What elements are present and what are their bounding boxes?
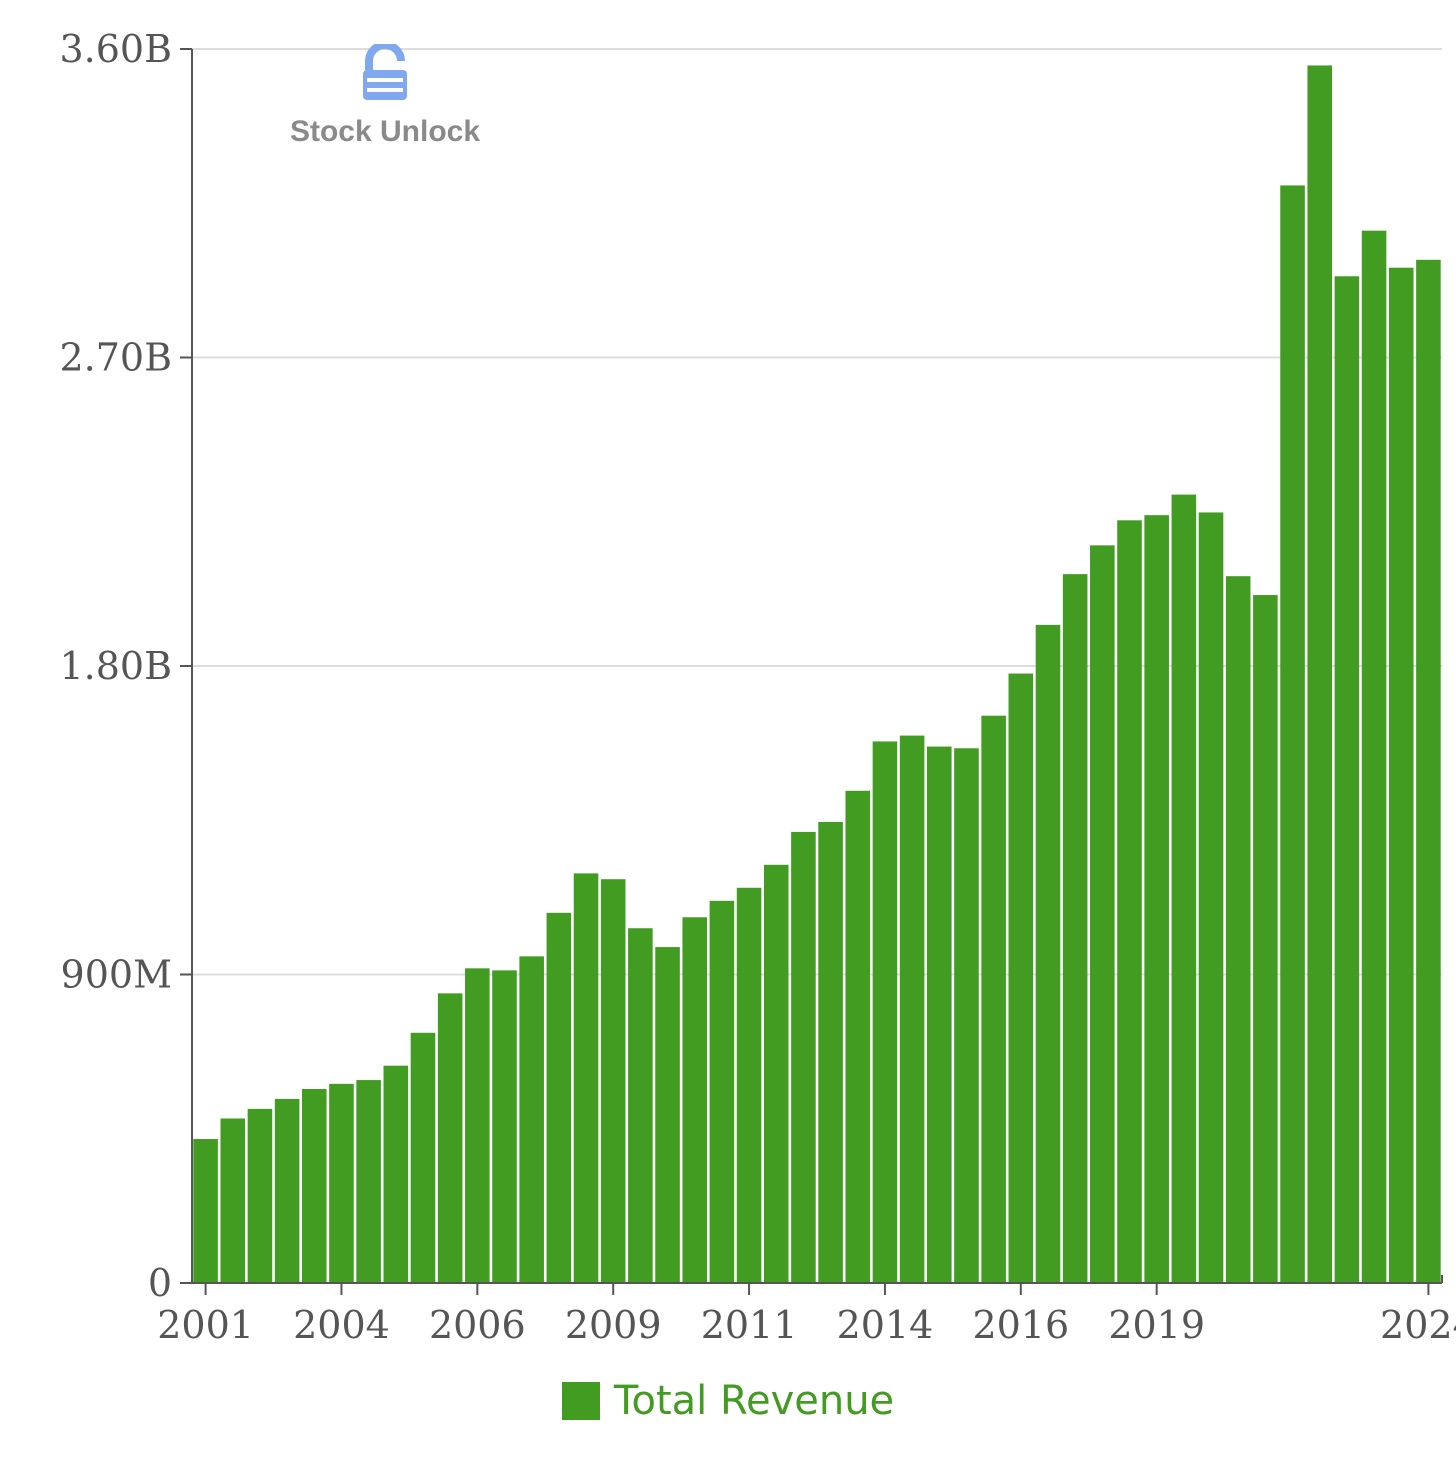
bar[interactable] — [1307, 65, 1333, 1283]
bar[interactable] — [1280, 185, 1305, 1284]
bar[interactable] — [1062, 574, 1088, 1283]
bar[interactable] — [247, 1108, 273, 1283]
bar[interactable] — [1090, 545, 1115, 1283]
watermark: Stock Unlock — [270, 41, 500, 149]
bar[interactable] — [329, 1083, 354, 1283]
bar[interactable] — [1117, 520, 1142, 1283]
bars — [193, 65, 1441, 1284]
bar[interactable] — [1171, 494, 1197, 1284]
bar[interactable] — [655, 947, 680, 1283]
bar[interactable] — [899, 735, 925, 1283]
bar[interactable] — [1253, 595, 1278, 1283]
x-tick-label: 2004 — [293, 1303, 390, 1347]
bar[interactable] — [465, 968, 490, 1283]
y-tick-label: 1.80B — [59, 644, 172, 688]
bar[interactable] — [383, 1065, 409, 1283]
x-tick-label: 2001 — [157, 1303, 254, 1347]
legend-label: Total Revenue — [613, 1378, 895, 1424]
bar[interactable] — [492, 970, 517, 1283]
bar[interactable] — [546, 912, 572, 1283]
bar[interactable] — [1361, 230, 1387, 1283]
bar[interactable] — [628, 928, 653, 1283]
bar[interactable] — [1198, 512, 1224, 1283]
bar[interactable] — [1416, 259, 1441, 1283]
bar[interactable] — [1035, 624, 1061, 1283]
bar[interactable] — [845, 790, 871, 1283]
lock-icon — [363, 41, 407, 100]
x-tick-label: 2016 — [972, 1303, 1069, 1347]
y-tick-label: 900M — [61, 953, 172, 997]
bar[interactable] — [1388, 267, 1414, 1283]
x-tick-label: 2009 — [565, 1303, 662, 1347]
bar[interactable] — [1144, 515, 1169, 1283]
bar[interactable] — [709, 900, 735, 1283]
y-tick-label: 3.60B — [59, 27, 172, 71]
legend[interactable]: Total Revenue — [0, 1378, 1456, 1424]
bar[interactable] — [736, 887, 762, 1283]
bar[interactable] — [1334, 276, 1360, 1283]
legend-swatch — [561, 1382, 600, 1420]
bar[interactable] — [410, 1032, 436, 1283]
bar[interactable] — [791, 831, 816, 1283]
bar[interactable] — [573, 873, 599, 1283]
bar[interactable] — [763, 864, 789, 1283]
bar[interactable] — [981, 715, 1006, 1283]
bar[interactable] — [220, 1118, 246, 1283]
bar[interactable] — [682, 917, 708, 1283]
watermark-text: Stock Unlock — [289, 115, 481, 148]
bar[interactable] — [600, 879, 626, 1283]
bar[interactable] — [818, 821, 843, 1283]
x-tick-label: 2019 — [1108, 1303, 1205, 1347]
bar[interactable] — [356, 1080, 381, 1283]
y-tick-label: 2.70B — [59, 336, 172, 380]
bar[interactable] — [301, 1088, 327, 1283]
bar[interactable] — [872, 741, 898, 1283]
x-tick-label: 2024 — [1380, 1303, 1456, 1347]
bar[interactable] — [193, 1139, 218, 1283]
bar[interactable] — [519, 956, 544, 1283]
bar[interactable] — [926, 746, 952, 1283]
bar[interactable] — [437, 993, 463, 1283]
bar[interactable] — [1008, 673, 1034, 1283]
bar[interactable] — [274, 1098, 300, 1283]
y-tick-label: 0 — [148, 1261, 172, 1305]
bar[interactable] — [1225, 576, 1251, 1283]
x-tick-label: 2014 — [837, 1303, 934, 1347]
axes: 0 900M 1.80B 2.70B 3.60B 2001 2004 2006 2009 2011… — [59, 27, 1456, 1347]
bar[interactable] — [954, 748, 979, 1283]
x-tick-label: 2011 — [701, 1303, 798, 1347]
x-tick-label: 2006 — [429, 1303, 526, 1347]
